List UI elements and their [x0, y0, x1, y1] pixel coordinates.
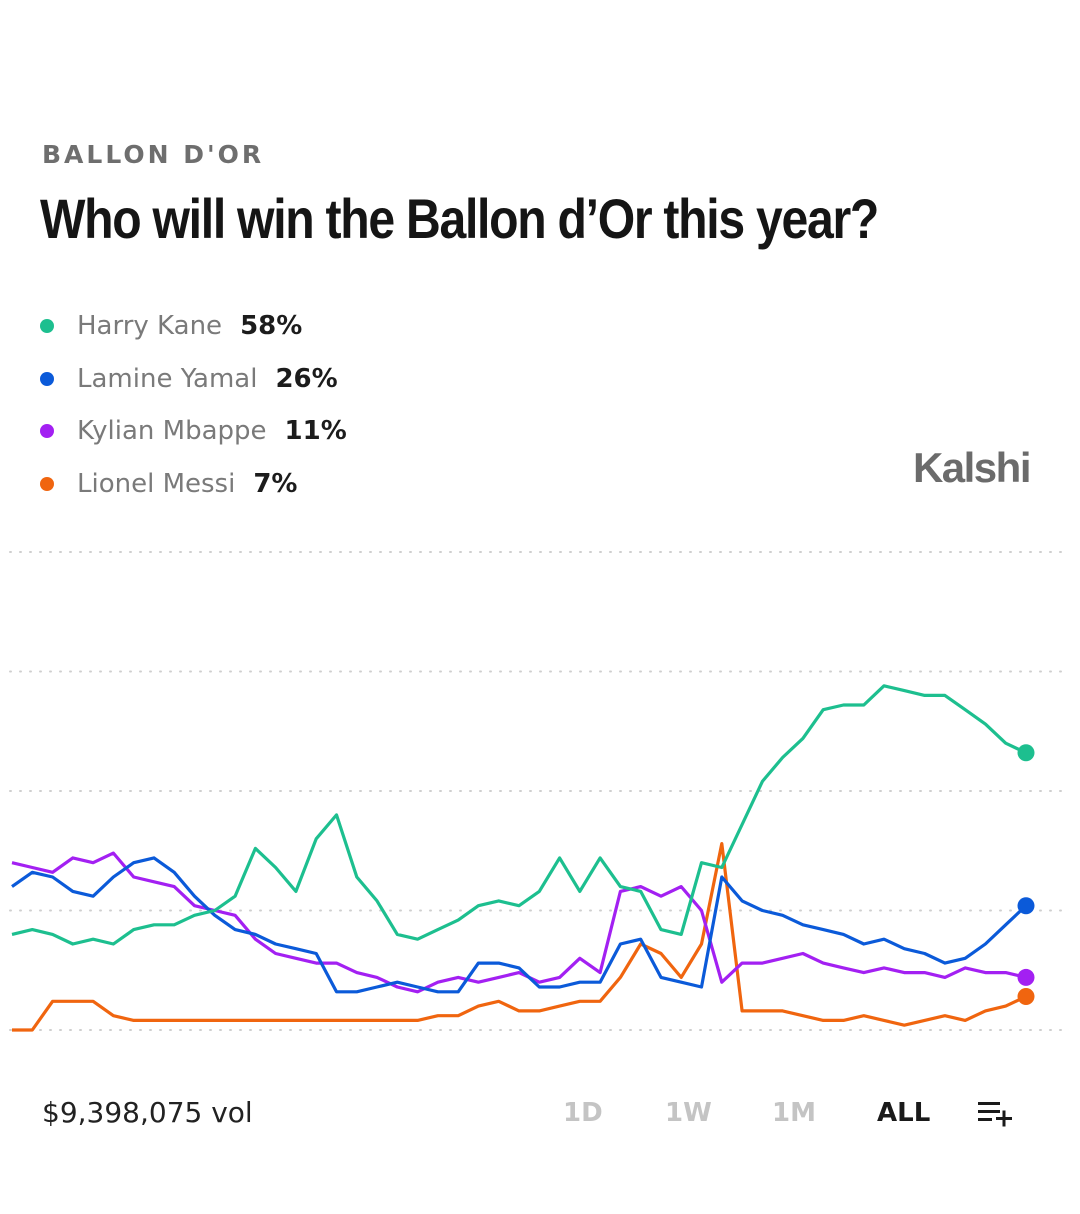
range-1m-button[interactable]: 1M	[772, 1098, 816, 1128]
page-title: Who will win the Ballon d’Or this year?	[40, 187, 879, 250]
price-history-chart	[9, 551, 1071, 1032]
kylian-mbappe-dot-icon	[40, 424, 54, 439]
range-all-button[interactable]: ALL	[877, 1098, 931, 1128]
legend-percent: 58%	[240, 311, 303, 342]
legend-percent: 7%	[253, 468, 298, 499]
chart-footer: $9,398,075 vol 1D 1W 1M ALL	[0, 1090, 1080, 1140]
series-line-lionel-messi	[12, 842, 1027, 1032]
endpoint-marker-kylian-mbappe	[1017, 968, 1035, 986]
endpoint-marker-lionel-messi	[1017, 988, 1035, 1006]
legend-item-harry-kane[interactable]: Harry Kane 58%	[40, 300, 347, 353]
legend: Harry Kane 58% Lamine Yamal 26% Kylian M…	[40, 300, 347, 510]
series-line-lamine-yamal	[11, 856, 1028, 994]
legend-name: Harry Kane	[77, 311, 223, 342]
legend-item-lionel-messi[interactable]: Lionel Messi 7%	[40, 458, 347, 511]
legend-name: Lamine Yamal	[77, 363, 258, 394]
range-1d-button[interactable]: 1D	[563, 1098, 603, 1128]
series-line-kylian-mbappe	[11, 851, 1027, 994]
endpoint-marker-lamine-yamal	[1017, 897, 1035, 915]
lionel-messi-dot-icon	[40, 476, 54, 491]
harry-kane-dot-icon	[40, 319, 54, 334]
legend-percent: 26%	[275, 363, 338, 394]
legend-item-kylian-mbappe[interactable]: Kylian Mbappe 11%	[40, 405, 347, 458]
series-line-harry-kane	[11, 684, 1027, 946]
list-add-icon[interactable]	[976, 1098, 1016, 1128]
lamine-yamal-dot-icon	[40, 371, 54, 386]
volume-label: $9,398,075 vol	[42, 1096, 253, 1129]
legend-name: Kylian Mbappe	[77, 416, 267, 447]
range-1w-button[interactable]: 1W	[665, 1098, 712, 1128]
legend-item-lamine-yamal[interactable]: Lamine Yamal 26%	[40, 353, 347, 406]
legend-name: Lionel Messi	[77, 468, 236, 499]
kalshi-logo: Kalshi	[912, 444, 1032, 491]
category-label: BALLON D'OR	[42, 140, 265, 169]
legend-percent: 11%	[284, 416, 347, 447]
endpoint-marker-harry-kane	[1017, 744, 1035, 762]
